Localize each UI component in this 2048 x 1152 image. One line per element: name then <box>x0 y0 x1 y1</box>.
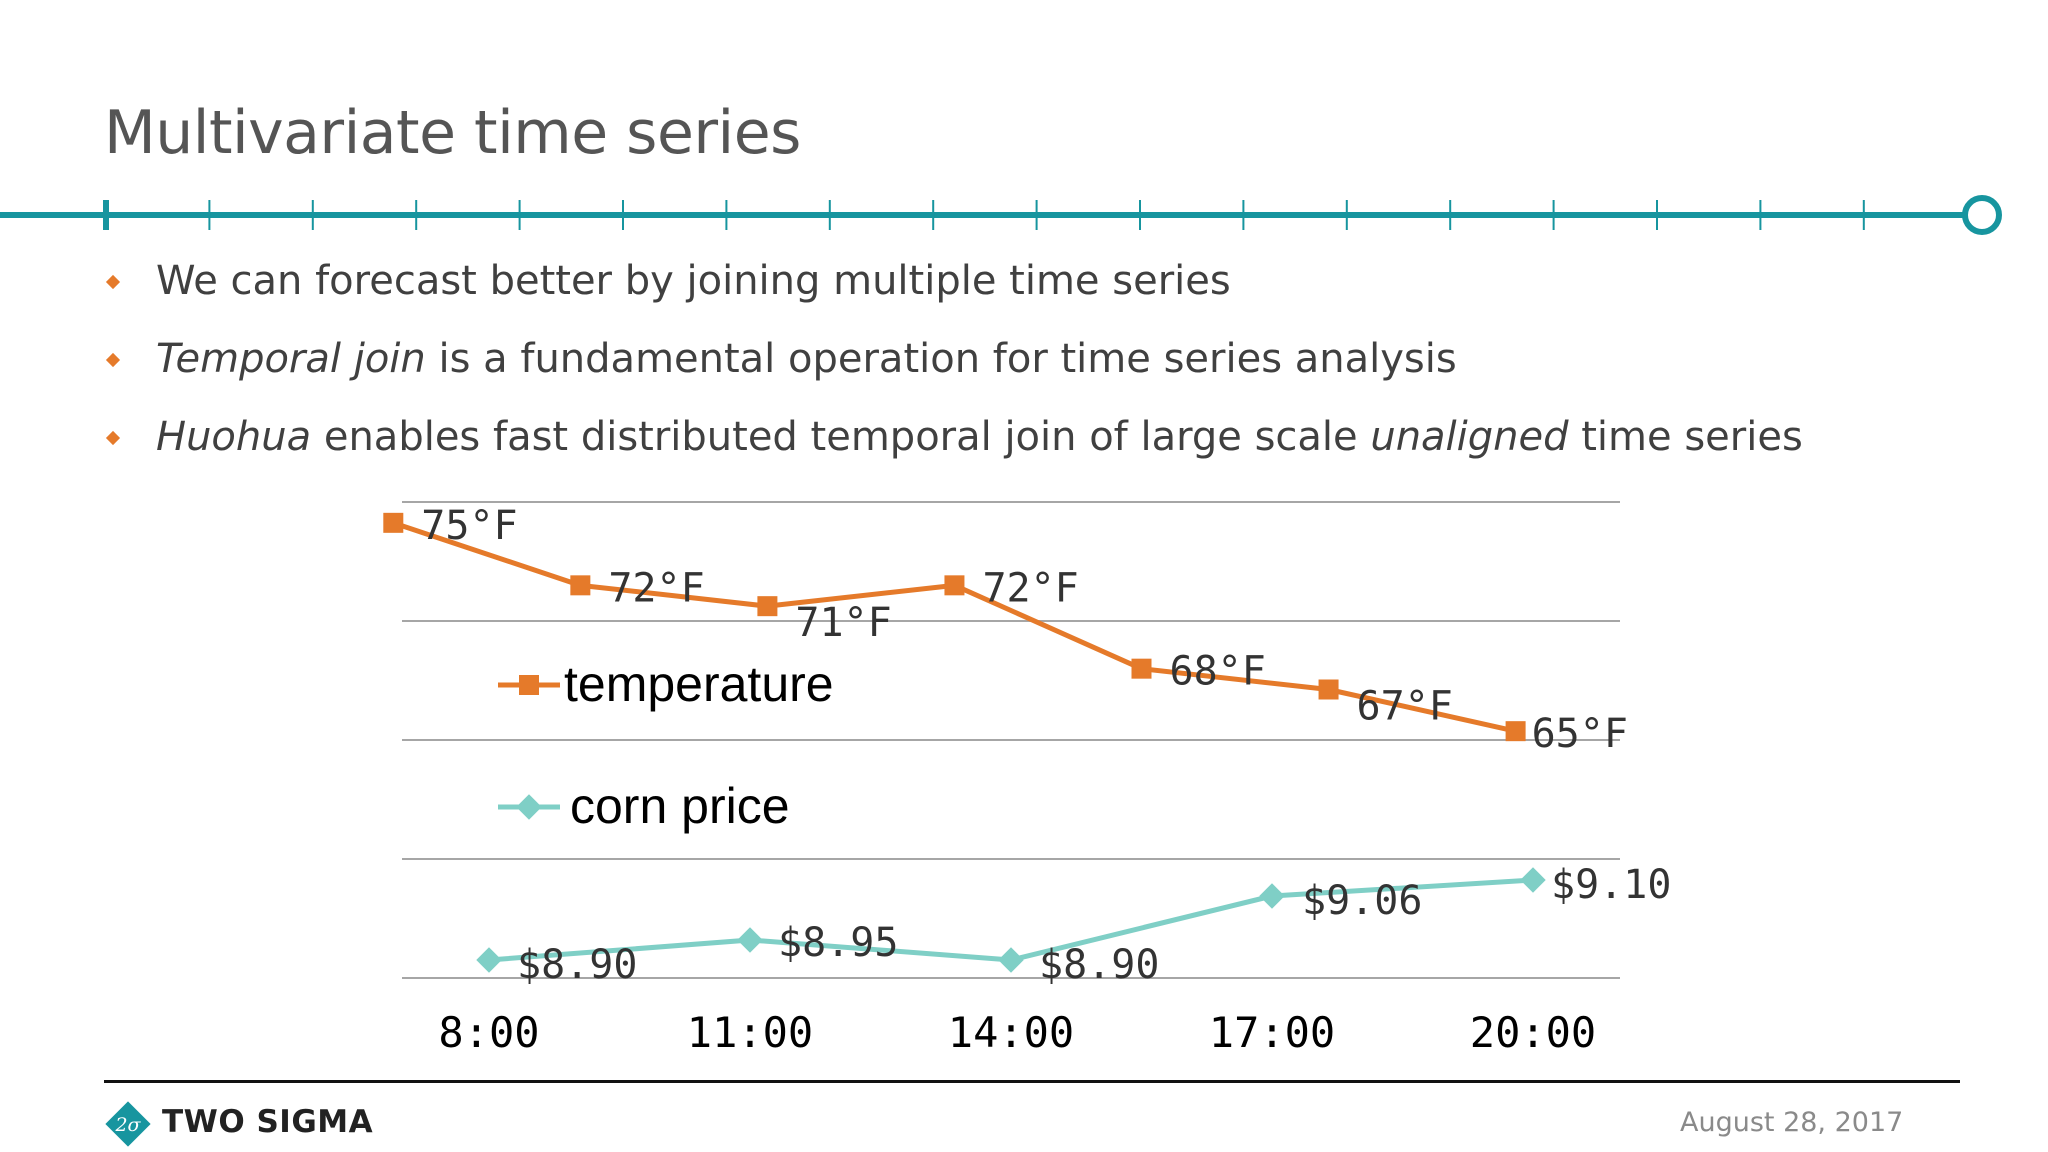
data-label: 75°F <box>421 503 517 549</box>
bullet-text: We can forecast better by joining multip… <box>156 258 1231 304</box>
bullet-italic-term: Huohua <box>156 414 312 460</box>
legend-label: temperature <box>564 656 834 712</box>
data-label: 68°F <box>1170 649 1266 695</box>
data-point-square <box>1318 679 1339 700</box>
bullet-item-3: Huohua enables fast distributed temporal… <box>104 404 1803 482</box>
slide-date: August 28, 2017 <box>1680 1107 1904 1138</box>
data-label: $9.10 <box>1551 862 1671 908</box>
x-tick-label: 20:00 <box>1470 1008 1596 1057</box>
logo-glyph: 2σ <box>114 1114 141 1136</box>
data-label: $8.95 <box>778 920 898 966</box>
data-point-square <box>1131 658 1152 679</box>
x-tick-label: 8:00 <box>438 1008 539 1057</box>
bullet-item-2: Temporal join is a fundamental operation… <box>104 326 1803 404</box>
legend-square-icon <box>519 675 539 695</box>
data-point-diamond <box>998 947 1024 973</box>
brand-name: TWO SIGMA <box>162 1104 374 1140</box>
x-tick-label: 11:00 <box>687 1008 813 1057</box>
legend-item-temperature: temperature <box>498 656 834 712</box>
x-tick-label: 14:00 <box>948 1008 1074 1057</box>
data-label: $8.90 <box>1039 942 1159 988</box>
two-sigma-logo-icon: 2σ <box>105 1101 151 1147</box>
bullet-italic-term: unaligned <box>1370 414 1569 460</box>
timeline-decoration <box>0 195 2002 235</box>
bullet-italic-term: Temporal join <box>156 336 426 382</box>
x-tick-label: 17:00 <box>1209 1008 1335 1057</box>
data-point-square <box>383 512 404 533</box>
page-title: Multivariate time series <box>104 98 801 168</box>
series-line-temperature <box>392 520 1517 734</box>
data-label: 71°F <box>795 600 891 646</box>
bullet-text: enables fast distributed temporal join o… <box>311 414 1371 460</box>
bullet-list: We can forecast better by joining multip… <box>104 248 1803 482</box>
footer-divider <box>104 1080 1960 1083</box>
legend-diamond-icon <box>516 794 542 820</box>
data-point-diamond <box>476 947 502 973</box>
data-label: $8.90 <box>517 942 637 988</box>
data-point-square <box>1505 721 1526 742</box>
timeline-end-circle <box>1962 195 2002 235</box>
data-label: 72°F <box>982 565 1078 611</box>
data-label: 72°F <box>608 565 704 611</box>
data-point-square <box>570 575 591 596</box>
data-point-diamond <box>737 927 763 953</box>
data-label: 67°F <box>1357 684 1453 730</box>
data-label: 65°F <box>1532 711 1628 757</box>
data-point-square <box>944 575 965 596</box>
bullet-item-1: We can forecast better by joining multip… <box>104 248 1803 326</box>
data-point-square <box>757 596 778 617</box>
bullet-text-suffix: time series <box>1568 414 1803 460</box>
data-point-diamond <box>1520 867 1546 893</box>
data-label: $9.06 <box>1302 878 1422 924</box>
legend-item-corn-price: corn price <box>498 778 790 834</box>
data-point-diamond <box>1259 883 1285 909</box>
timeline-ticks <box>103 200 1865 230</box>
legend-label: corn price <box>570 778 790 834</box>
bullet-text: is a fundamental operation for time seri… <box>425 336 1457 382</box>
